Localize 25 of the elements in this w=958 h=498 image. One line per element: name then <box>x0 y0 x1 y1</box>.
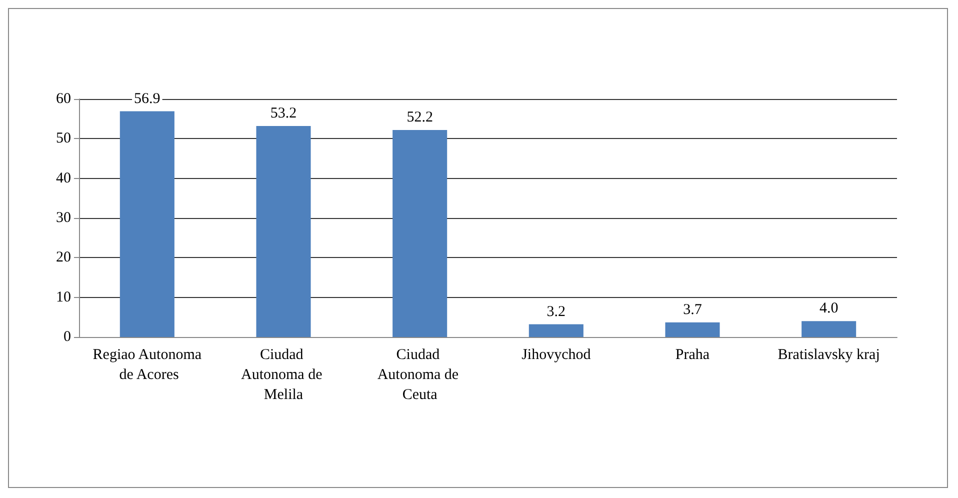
bar <box>392 130 448 337</box>
x-tick-label: Bratislavsky kraj <box>778 347 880 363</box>
data-label: 3.7 <box>683 302 702 318</box>
data-label: 4.0 <box>819 300 838 317</box>
y-tick-label: 10 <box>56 289 71 306</box>
x-tick-label: Jihovychod <box>522 347 592 363</box>
x-tick-label: Praha <box>675 347 710 363</box>
bar <box>528 324 584 337</box>
bar <box>802 321 856 337</box>
data-label: 3.2 <box>546 304 566 320</box>
y-tick-label: 0 <box>64 329 71 345</box>
y-tick-label: 50 <box>56 130 71 147</box>
y-tick-label: 20 <box>56 250 71 266</box>
bar <box>256 126 311 337</box>
x-tick-label: Ciudad Autonoma de Melila <box>241 347 326 403</box>
data-label: 56.9 <box>134 90 160 107</box>
y-tick-label: 60 <box>56 91 71 107</box>
x-tick-label: Ciudad Autonoma de Ceuta <box>377 347 462 403</box>
bar <box>665 322 720 337</box>
y-tick-label: 40 <box>56 170 71 186</box>
x-tick-label: Regiao Autonoma de Acores <box>92 347 202 383</box>
data-label: 53.2 <box>270 105 297 122</box>
data-label: 52.2 <box>406 109 433 126</box>
bar <box>120 111 174 337</box>
y-tick-label: 30 <box>56 210 71 226</box>
